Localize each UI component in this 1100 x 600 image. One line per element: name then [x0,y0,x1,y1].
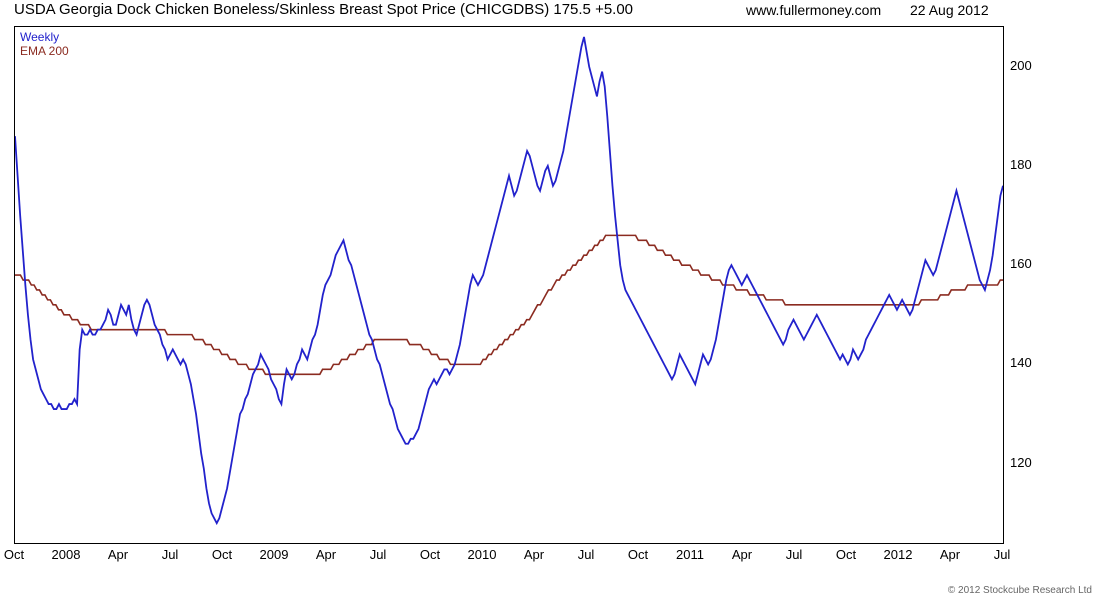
legend-item-ema200: EMA 200 [20,44,69,58]
x-tick-label: Jul [785,547,803,562]
x-tick-label: Apr [107,547,129,562]
page-title: USDA Georgia Dock Chicken Boneless/Skinl… [14,1,634,18]
y-tick-label: 120 [1010,454,1032,470]
x-tick-label: Jul [161,547,179,562]
date-label: 22 Aug 2012 [910,2,989,18]
y-tick-label: 140 [1010,355,1032,371]
weekly-price-series [15,36,1003,526]
x-tick-label: 2008 [51,547,81,562]
x-tick-label: Oct [211,547,233,562]
x-tick-label: Oct [419,547,441,562]
x-tick-label: Oct [3,547,25,562]
x-tick-label: 2010 [467,547,497,562]
x-tick-label: Apr [939,547,961,562]
legend-item-weekly: Weekly [20,30,60,44]
x-tick-label: Apr [523,547,545,562]
x-tick-label: Apr [731,547,753,562]
copyright-label: © 2012 Stockcube Research Ltd [947,585,1092,596]
x-tick-label: Apr [315,547,337,562]
x-tick-label: 2011 [676,547,704,562]
x-tick-label: Jul [369,547,387,562]
chart-header: USDA Georgia Dock Chicken Boneless/Skinl… [0,0,1100,22]
y-tick-label: 200 [1010,57,1032,73]
chart-plot-area [14,26,1004,544]
x-tick-label: 2009 [259,547,289,562]
x-tick-label: Oct [835,547,857,562]
y-tick-label: 180 [1010,156,1032,172]
chart-legend: Weekly EMA 200 [20,30,69,58]
ema-200-series [15,234,1003,376]
website-label: www.fullermoney.com [746,2,882,18]
x-tick-label: Jul [993,547,1011,562]
x-tick-label: Jul [577,547,595,562]
y-tick-label: 160 [1010,256,1032,272]
x-tick-label: Oct [627,547,649,562]
chart-svg [15,36,1003,526]
x-tick-label: 2012 [883,547,913,562]
